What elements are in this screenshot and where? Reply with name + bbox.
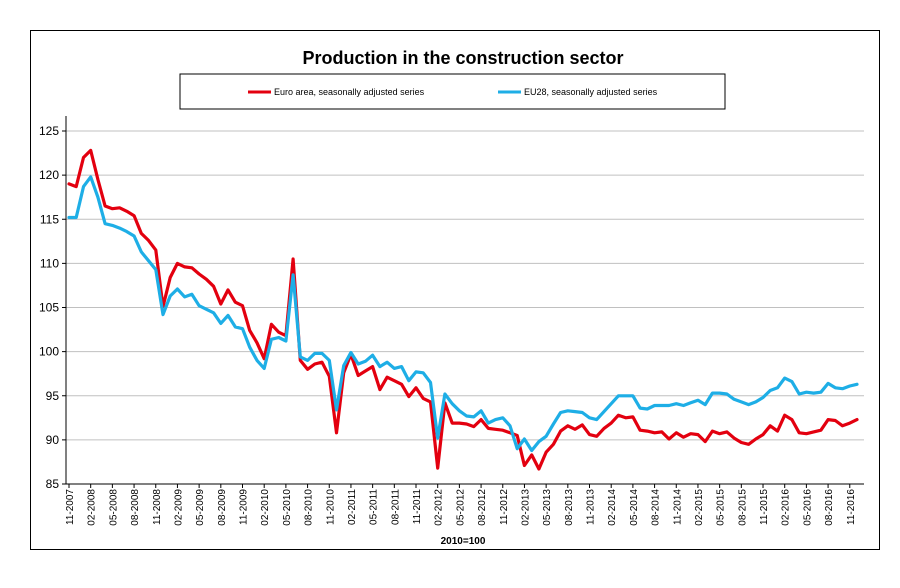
- x-tick-label: 02-2008: [87, 489, 98, 526]
- x-tick-label: 02-2015: [694, 489, 705, 526]
- index-note: 2010=100: [441, 536, 486, 547]
- x-tick-label: 05-2008: [108, 489, 119, 526]
- x-tick-label: 08-2016: [824, 489, 835, 526]
- x-tick-label: 08-2014: [651, 489, 662, 526]
- y-tick-label: 105: [39, 301, 59, 315]
- x-tick-label: 11-2012: [499, 489, 510, 525]
- x-tick-label: 08-2009: [217, 489, 228, 526]
- series-line-euro-area: [67, 148, 859, 471]
- y-tick-label: 95: [46, 389, 60, 403]
- x-tick-label: 11-2014: [672, 489, 683, 525]
- x-tick-label: 02-2011: [347, 489, 358, 525]
- x-tick-label: 05-2015: [716, 489, 727, 526]
- line-chart: Production in the construction sector Eu…: [39, 48, 864, 547]
- x-tick-label: 08-2010: [304, 489, 315, 526]
- y-tick-label: 90: [46, 433, 60, 447]
- x-tick-label: 11-2008: [152, 489, 163, 525]
- legend-label-eu28: EU28, seasonally adjusted series: [524, 87, 658, 97]
- x-tick-label: 02-2009: [173, 489, 184, 526]
- x-tick-label: 02-2010: [260, 489, 271, 526]
- x-tick-label: 02-2016: [781, 489, 792, 526]
- x-tick-label: 02-2014: [607, 489, 618, 526]
- x-tick-label: 05-2011: [369, 489, 380, 525]
- y-tick-label: 125: [39, 124, 59, 138]
- series-line-eu28: [67, 175, 859, 453]
- x-tick-label: 05-2013: [542, 489, 553, 526]
- x-tick-label: 11-2013: [586, 489, 597, 525]
- x-tick-label: 08-2011: [390, 489, 401, 525]
- x-tick-label: 05-2012: [455, 489, 466, 526]
- legend-label-euro-area: Euro area, seasonally adjusted series: [274, 87, 425, 97]
- gridlines: [66, 130, 864, 441]
- x-tick-label: 05-2010: [282, 489, 293, 526]
- x-tick-label: 11-2009: [239, 489, 250, 525]
- legend: Euro area, seasonally adjusted series EU…: [179, 73, 726, 110]
- x-tick-label: 02-2013: [520, 489, 531, 526]
- y-tick-label: 120: [39, 168, 59, 182]
- x-tick-label: 08-2013: [564, 489, 575, 526]
- chart-title: Production in the construction sector: [302, 48, 623, 68]
- x-tick-label: 05-2009: [195, 489, 206, 526]
- x-tick-label: 11-2011: [412, 489, 423, 525]
- series-lines: [67, 148, 859, 471]
- x-tick-label: 05-2016: [802, 489, 813, 526]
- x-tick-label: 11-2007: [65, 489, 76, 525]
- y-tick-label: 85: [46, 477, 60, 491]
- x-tick-label: 08-2012: [477, 489, 488, 526]
- chart-frame: Production in the construction sector Eu…: [30, 30, 880, 550]
- y-tick-label: 100: [39, 345, 59, 359]
- x-tick-label: 02-2012: [434, 489, 445, 526]
- y-axis-ticks: 85 90 95 100 105 110 115 120 125: [39, 124, 66, 491]
- x-axis-ticks: 11-2007 02-2008 05-2008 08-2008 11-2008 02-20…: [65, 484, 857, 526]
- x-tick-label: 05-2014: [629, 489, 640, 526]
- x-tick-label: 11-2010: [325, 489, 336, 525]
- y-tick-label: 115: [40, 212, 59, 226]
- y-tick-label: 110: [40, 256, 59, 270]
- x-tick-label: 08-2008: [130, 489, 141, 526]
- axes: [65, 116, 864, 485]
- x-tick-label: 11-2015: [759, 489, 770, 525]
- x-tick-label: 11-2016: [846, 489, 857, 525]
- x-tick-label: 08-2015: [737, 489, 748, 526]
